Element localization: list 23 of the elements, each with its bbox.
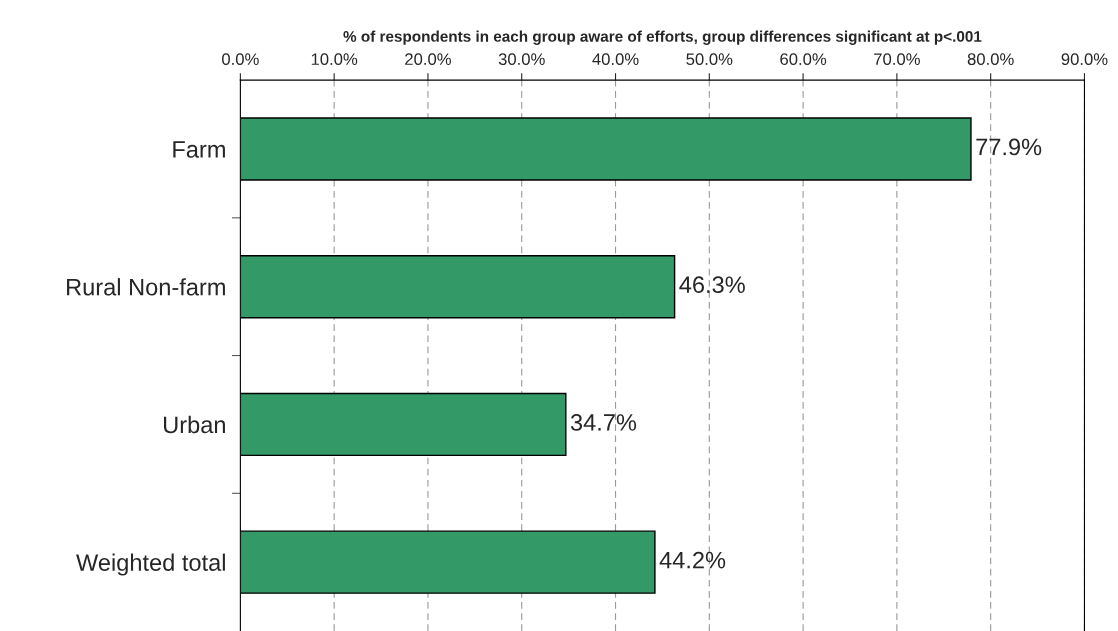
x-tick-label: 40.0% — [592, 53, 639, 66]
x-tick-label: 70.0% — [874, 53, 920, 66]
bar — [240, 530, 656, 594]
bar — [240, 117, 972, 181]
y-tick-label: Farm — [173, 141, 225, 158]
bar — [240, 255, 676, 319]
x-tick-label: 50.0% — [686, 53, 733, 66]
x-tick-label: 80.0% — [967, 53, 1014, 66]
bar — [240, 392, 567, 457]
data-label: 77.9% — [976, 138, 1042, 156]
x-tick-label: 10.0% — [311, 53, 358, 66]
data-label: 46.3% — [679, 276, 745, 294]
data-label: 44.2% — [659, 551, 726, 569]
y-tick-label: Rural Non-farm — [67, 278, 225, 296]
x-tick-label: 20.0% — [405, 53, 451, 66]
x-tick-label: 90.0% — [1061, 53, 1108, 66]
x-tick-label: 0.0% — [222, 53, 259, 66]
y-tick-label: Weighted total — [76, 553, 225, 576]
x-tick-label: 60.0% — [780, 53, 827, 66]
x-axis-title: % of respondents in each group aware of efforts, group differences significant at p<.001 — [343, 30, 982, 45]
data-label: 34.7% — [570, 414, 637, 431]
x-tick-label: 30.0% — [498, 53, 545, 66]
y-tick-label: Urban — [164, 415, 225, 434]
